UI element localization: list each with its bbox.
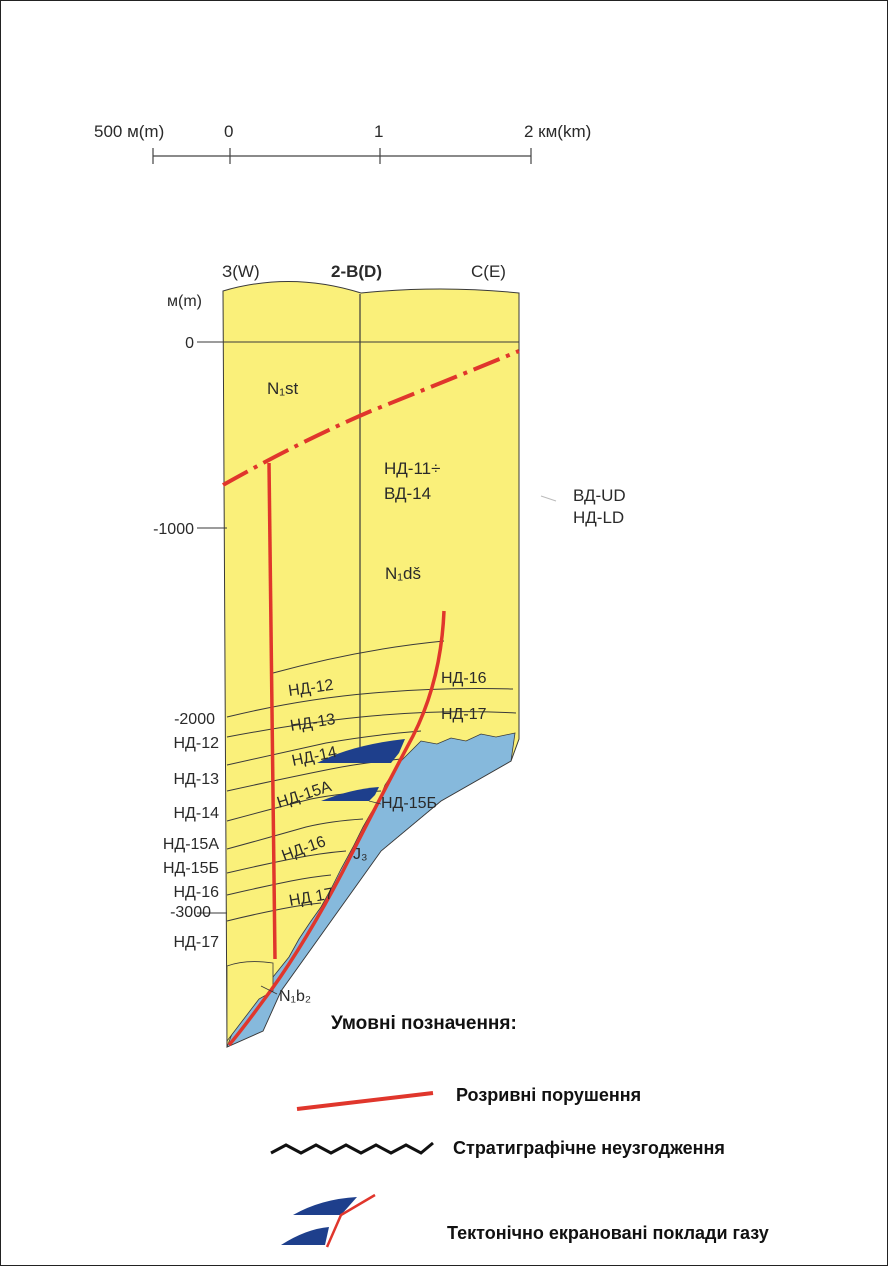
scale-label-1: 1 [374, 122, 383, 141]
ld-label: НД-LD [573, 508, 624, 527]
left-horizon-label: НД-13 [173, 771, 219, 788]
right-horizon-15b: НД-15Б [381, 795, 437, 812]
fault-vertical [267, 462, 277, 960]
scale-label-500m: 500 м(m) [94, 122, 164, 141]
nd-range-line1: НД-11÷ [384, 459, 440, 478]
west-label: З(W) [222, 262, 260, 281]
n1b2-patch [226, 961, 274, 1043]
depth-tick-2000: -2000 [174, 711, 215, 728]
gas-deposit-icon [281, 1193, 376, 1248]
left-horizon-label: НД-15Б [163, 860, 219, 877]
inner-horizon-label: НД-12 [287, 677, 335, 700]
legend-gas-label: Тектонічно екрановані поклади газу [447, 1223, 769, 1243]
legend-fault-label: Розривні порушення [456, 1085, 641, 1105]
fault-listric [227, 610, 446, 1047]
formation-n1ds: N₁dš [385, 564, 421, 583]
scale-label-0: 0 [224, 122, 233, 141]
gas-deposit-lower [321, 787, 379, 801]
right-horizon-16: НД-16 [441, 670, 487, 687]
formation-n1st: N₁st [267, 379, 299, 398]
legend-unconformity-label: Стратиграфічне неузгодження [453, 1138, 725, 1158]
depth-tick-0: 0 [185, 335, 194, 352]
cross-section [197, 281, 520, 1048]
ud-label: ВД-UD [573, 486, 626, 505]
left-horizon-label: НД-12 [173, 735, 219, 752]
right-horizon-17: НД-17 [441, 706, 487, 723]
legend: Умовні позначення: Розривні порушення Ст… [270, 1013, 769, 1248]
left-horizon-label: НД-14 [173, 805, 219, 822]
gas-deposit-upper [317, 739, 405, 763]
depth-unit-label: м(m) [167, 293, 202, 310]
basement-j3 [226, 732, 516, 1048]
wavy-unconformity-icon [270, 1141, 434, 1155]
depth-tick-3000: -3000 [170, 904, 211, 921]
nd-range-line2: ВД-14 [384, 484, 431, 503]
depth-tick-1000: -1000 [153, 521, 194, 538]
fault-regional-dashdot [222, 349, 520, 487]
inner-horizon-label: НД-13 [289, 711, 337, 735]
east-label: С(E) [471, 262, 506, 281]
well-label: 2-B(D) [331, 262, 382, 281]
formation-j3: J₃ [353, 846, 368, 863]
left-horizon-labels: НД-12 НД-13 НД-14 НД-15А НД-15Б НД-16 НД… [163, 735, 220, 951]
left-horizon-label: НД-15А [163, 836, 220, 853]
scale-bar: 500 м(m) 0 1 2 км(km) [94, 122, 591, 164]
formation-n1b2: N₁b₂ [279, 988, 311, 1005]
legend-title: Умовні позначення: [331, 1013, 517, 1034]
left-horizon-label: НД-17 [173, 934, 219, 951]
left-horizon-label: НД-16 [173, 884, 219, 901]
scale-label-2km: 2 км(km) [524, 122, 591, 141]
red-fault-line-icon [296, 1091, 434, 1111]
